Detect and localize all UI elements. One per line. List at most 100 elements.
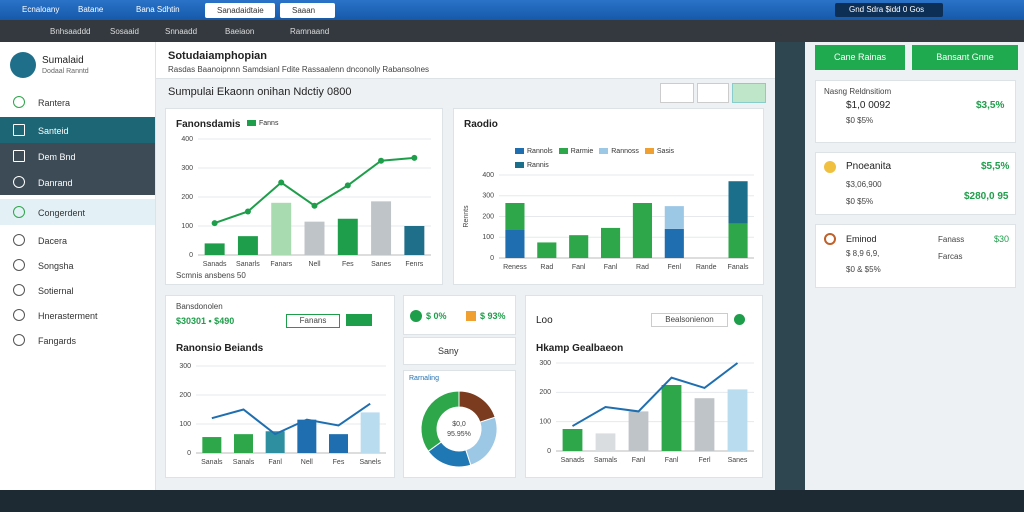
nav-label: Danrand	[38, 178, 73, 188]
nav-item[interactable]: Hnerasterment	[0, 302, 155, 328]
x-tick-label: Rad	[636, 264, 649, 271]
toolbar	[0, 20, 1024, 42]
browser-tab[interactable]: Bana Sdhtin	[136, 5, 180, 14]
nav-item[interactable]: Songsha	[0, 252, 155, 278]
nav-item[interactable]: Danrand	[0, 169, 155, 195]
account-box[interactable]: Gnd Sdra $idd 0 Gos	[835, 3, 943, 17]
x-tick-label: Rande	[696, 264, 717, 271]
page-tab[interactable]: Sanadaidtaie	[205, 3, 275, 18]
brand-logo	[10, 52, 36, 78]
x-tick-label: Fes	[333, 459, 345, 466]
nav-item[interactable]: Santeid	[0, 117, 155, 143]
y-tick-label: 100	[179, 421, 191, 428]
control[interactable]	[697, 83, 729, 103]
control[interactable]	[732, 83, 766, 103]
line	[571, 362, 739, 427]
bar	[204, 243, 225, 255]
legend-swatch	[247, 120, 256, 127]
chart: 0 100 200 300 Sanals Sanals Fanl Nell Fes Sanels	[179, 363, 386, 466]
card-title: Nasng Reldnsitiom	[824, 87, 892, 96]
legend: Rannols Rarmie Rannoss Sasis Rannis	[509, 145, 709, 173]
button[interactable]: Bansant Gnne	[912, 45, 1018, 70]
x-tick-label: Fanl	[632, 457, 646, 464]
x-tick-label: Sanarls	[236, 261, 260, 268]
toolbar-item[interactable]: Ramnaand	[290, 27, 330, 36]
legend-label: Rannis	[527, 162, 549, 169]
card-icon	[824, 233, 836, 245]
chart: 0 100 200 300 Sanads Samals Fanl Fanl Ferl Sanes	[539, 360, 754, 464]
bar	[505, 203, 525, 230]
x-tick-label: Ferl	[698, 457, 711, 464]
bar	[271, 202, 292, 255]
toolbar-item[interactable]: Baeiaon	[225, 27, 255, 36]
toolbar-item[interactable]: Bnhsaaddd	[50, 27, 91, 36]
dropdown[interactable]: Bealsonienon	[651, 313, 728, 327]
legend-entry: Fanass	[938, 235, 965, 244]
y-axis-label: Rennts	[463, 205, 470, 228]
x-tick-label: Samals	[594, 457, 618, 464]
legend-item: Sasis	[639, 145, 674, 159]
bar	[234, 434, 253, 453]
legend: Fanns	[241, 120, 278, 127]
legend-swatch	[644, 148, 654, 155]
line-marker	[411, 154, 418, 161]
x-tick-label: Fenrs	[405, 261, 423, 268]
nav-item[interactable]: Fangards	[0, 327, 155, 353]
nav-label: Hnerasterment	[38, 311, 98, 321]
stat-value: $ 0%	[426, 311, 447, 321]
page-tab[interactable]: Saaan	[280, 3, 335, 18]
card-change: $30	[994, 234, 1010, 244]
bar	[371, 201, 392, 255]
bar	[728, 223, 748, 258]
nav-item[interactable]: Dacera	[0, 227, 155, 253]
y-tick-label: 300	[181, 165, 193, 172]
pie-slice	[458, 390, 496, 423]
button[interactable]: Cane Rainas	[815, 45, 905, 70]
y-tick-label: 0	[189, 252, 193, 259]
legend-swatch	[558, 148, 568, 155]
filter-dropdown[interactable]	[346, 314, 372, 326]
filter[interactable]: Fanans	[286, 314, 340, 328]
legend-label: Fanns	[259, 120, 279, 127]
bar	[628, 411, 649, 451]
label-card: Sany	[403, 337, 516, 365]
card-value: $ 8,9 6,9,	[846, 249, 880, 258]
control[interactable]	[660, 83, 694, 103]
toolbar-item[interactable]: Sosaaid	[110, 27, 139, 36]
legend-item: Rannoss	[593, 145, 639, 159]
chart-note: Scmnis ansbens 50	[176, 271, 246, 280]
nav-item[interactable]: Congerdent	[0, 199, 155, 225]
stat-card: $ 0% $ 93%	[403, 295, 516, 335]
y-tick-label: 200	[181, 194, 193, 201]
bar	[505, 229, 525, 258]
chart-title: Ranonsio Beiands	[176, 343, 264, 354]
brand-sub: Dodaal Ranntd	[42, 68, 89, 75]
bar	[297, 419, 317, 453]
browser-tab[interactable]: Ecnaloany	[22, 5, 60, 14]
card-total: $280,0 95	[964, 191, 1009, 202]
y-tick-label: 300	[482, 193, 494, 200]
card-change: $5,5%	[981, 161, 1010, 172]
toolbar-item[interactable]: Snnaadd	[165, 27, 198, 36]
nav-item[interactable]: Dem Bnd	[0, 143, 155, 169]
nav-label: Songsha	[38, 261, 74, 271]
page-title: Sotudaiamphopian	[168, 50, 267, 62]
browser-tab[interactable]: Batane	[78, 5, 104, 14]
x-tick-label: Fanl	[604, 264, 618, 271]
summary-card: Pnoeanita $3,06,900 $0 $5% $5,5% $280,0 …	[815, 152, 1016, 215]
x-tick-label: Sanads	[561, 457, 585, 464]
x-tick-label: Nell	[308, 261, 321, 268]
nav-label: Dacera	[38, 236, 68, 246]
pie-center-label: 95.95%	[447, 431, 471, 438]
nav-label: Dem Bnd	[38, 152, 76, 162]
nav-item[interactable]: Rantera	[0, 89, 155, 115]
x-tick-label: Sanels	[359, 459, 381, 466]
nav-label: Congerdent	[38, 208, 86, 218]
dropdown-icon[interactable]	[734, 314, 745, 325]
nav-item[interactable]: Sotiernal	[0, 277, 155, 303]
legend-item: Fanns	[241, 120, 278, 127]
card-title: Eminod	[846, 234, 877, 244]
section-title: Sumpulai Ekaonn onihan Ndctiy 0800	[168, 86, 352, 98]
line-marker	[378, 157, 385, 164]
